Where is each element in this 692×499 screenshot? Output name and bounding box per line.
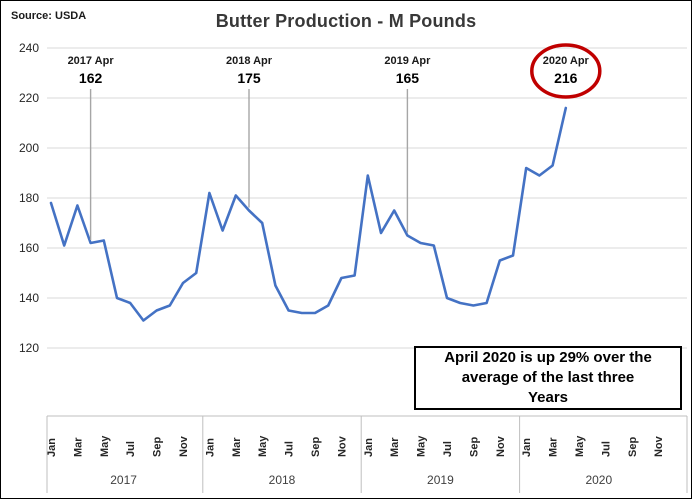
y-axis-tick-label: 140	[19, 291, 39, 305]
month-tick-label: Jan	[204, 438, 216, 457]
production-line	[49, 106, 568, 322]
month-tick-label: May	[257, 435, 269, 457]
month-tick-label: Jul	[284, 441, 296, 457]
month-tick-label: Jan	[46, 438, 58, 457]
callout-box: April 2020 is up 29% over the average of…	[414, 346, 682, 410]
month-tick-label: Jul	[600, 441, 612, 457]
annotation-value: 216	[554, 70, 578, 86]
y-axis-tick-label: 240	[19, 41, 39, 55]
year-label: 2018	[269, 473, 296, 487]
month-tick-label: Nov	[653, 435, 665, 457]
month-tick-label: May	[574, 435, 586, 457]
y-axis-tick-label: 200	[19, 141, 39, 155]
month-tick-label: Nov	[178, 435, 190, 457]
year-label: 2020	[585, 473, 612, 487]
annotation-value: 165	[396, 70, 420, 86]
month-tick-label: Nov	[495, 435, 507, 457]
annotation-label: 2018 Apr	[226, 55, 273, 67]
month-tick-label: Sep	[468, 437, 480, 457]
month-tick-label: Jan	[363, 438, 375, 457]
annotation-label: 2020 Apr	[543, 55, 590, 67]
month-tick-label: Mar	[231, 437, 243, 457]
month-tick-label: May	[416, 435, 428, 457]
highlight-circle	[530, 43, 602, 99]
year-label: 2019	[427, 473, 454, 487]
month-tick-label: Nov	[336, 435, 348, 457]
annotation-label: 2017 Apr	[68, 55, 115, 67]
source-label: Source: USDA	[11, 10, 87, 22]
annotation-label: 2019 Apr	[384, 55, 431, 67]
y-axis-tick-label: 160	[19, 241, 39, 255]
month-tick-label: Sep	[627, 437, 639, 457]
y-axis-tick-label: 180	[19, 191, 39, 205]
year-label: 2017	[110, 473, 137, 487]
month-tick-label: May	[99, 435, 111, 457]
y-axis-tick-label: 220	[19, 91, 39, 105]
month-tick-label: Jan	[521, 438, 533, 457]
month-tick-label: Mar	[72, 437, 84, 457]
month-tick-label: Sep	[310, 437, 322, 457]
annotation-value: 175	[237, 70, 261, 86]
month-tick-label: Mar	[548, 437, 560, 457]
month-tick-label: Jul	[442, 441, 454, 457]
month-tick-label: Mar	[389, 437, 401, 457]
chart-title: Butter Production - M Pounds	[215, 11, 477, 31]
month-tick-label: Sep	[152, 437, 164, 457]
month-tick-label: Jul	[125, 441, 137, 457]
y-axis-tick-label: 120	[19, 341, 39, 355]
annotation-value: 162	[79, 70, 103, 86]
